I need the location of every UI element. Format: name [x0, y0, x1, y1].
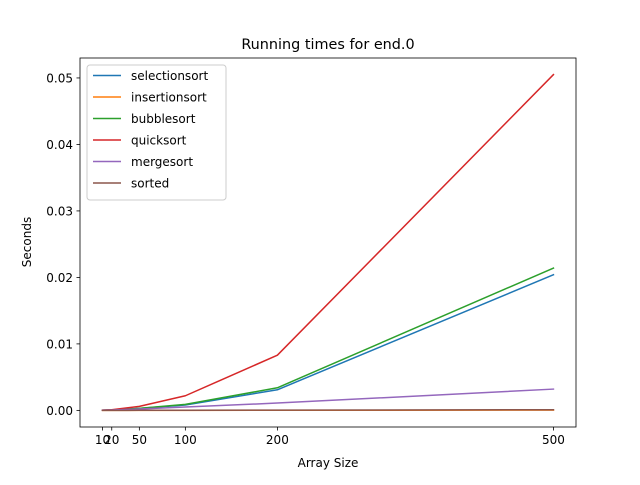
y-axis-label: Seconds [20, 217, 34, 267]
legend-label-insertionsort: insertionsort [131, 91, 207, 105]
y-tick-label: 0.04 [46, 138, 73, 152]
legend-label-mergesort: mergesort [131, 155, 193, 169]
x-tick-label: 20 [104, 433, 119, 447]
y-tick-label: 0.03 [46, 204, 73, 218]
y-tick-label: 0.00 [46, 404, 73, 418]
y-tick-label: 0.02 [46, 271, 73, 285]
legend-label-sorted: sorted [131, 177, 169, 191]
legend-label-selectionsort: selectionsort [131, 69, 208, 83]
legend-label-quicksort: quicksort [131, 134, 187, 148]
x-tick-label: 100 [174, 433, 197, 447]
x-tick-label: 500 [542, 433, 565, 447]
legend-label-bubblesort: bubblesort [131, 112, 196, 126]
chart-title: Running times for end.0 [241, 37, 414, 53]
x-axis-label: Array Size [298, 456, 359, 470]
y-tick-label: 0.01 [46, 337, 73, 351]
y-tick-label: 0.05 [46, 71, 73, 85]
legend: selectionsort insertionsort bubblesort quic… [87, 65, 226, 200]
x-tick-label: 50 [132, 433, 147, 447]
x-tick-label: 200 [266, 433, 289, 447]
series-line-sorted [103, 410, 554, 411]
